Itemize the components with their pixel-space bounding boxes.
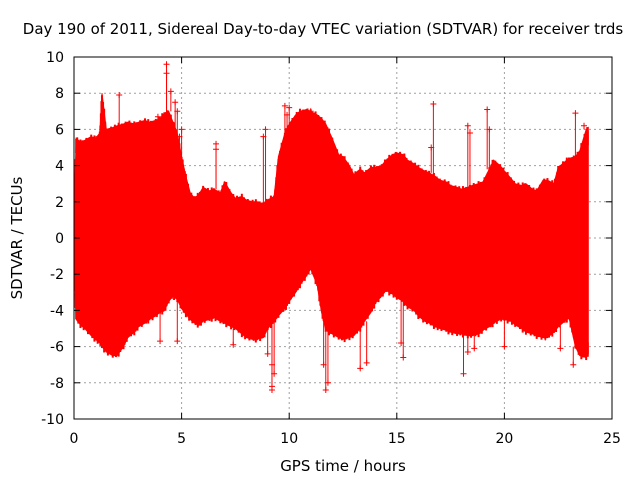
outlier-point bbox=[324, 379, 331, 386]
x-tick-label: 10 bbox=[280, 431, 298, 447]
outlier-point bbox=[484, 106, 491, 113]
y-tick-label: -10 bbox=[41, 412, 64, 428]
axis-ticks bbox=[73, 56, 613, 420]
outlier-point bbox=[322, 387, 329, 394]
outlier-point bbox=[213, 146, 220, 153]
y-tick-label: 0 bbox=[55, 231, 64, 247]
outlier-point bbox=[363, 359, 370, 366]
outlier-point bbox=[116, 92, 123, 99]
x-tick-label: 25 bbox=[603, 431, 621, 447]
outlier-point bbox=[471, 345, 478, 352]
outlier-point bbox=[501, 343, 508, 350]
outlier-point bbox=[542, 334, 549, 341]
outlier-point bbox=[281, 102, 288, 109]
y-tick-label: 10 bbox=[46, 50, 64, 66]
plot-area bbox=[74, 61, 589, 394]
outlier-point bbox=[167, 88, 174, 95]
y-tick-label: -8 bbox=[50, 376, 64, 392]
outlier-point bbox=[557, 345, 564, 352]
outlier-point bbox=[268, 387, 275, 394]
y-tick-label: 4 bbox=[55, 159, 64, 175]
outlier-point bbox=[320, 361, 327, 368]
outlier-point bbox=[581, 122, 588, 129]
x-tick-label: 15 bbox=[388, 431, 406, 447]
outlier-point bbox=[230, 341, 237, 348]
y-tick-label: 8 bbox=[55, 86, 64, 102]
y-tick-label: 6 bbox=[55, 122, 64, 138]
outlier-point bbox=[154, 113, 161, 120]
x-tick-label: 20 bbox=[495, 431, 513, 447]
outlier-point bbox=[357, 365, 364, 372]
outlier-point bbox=[172, 99, 179, 106]
y-tick-label: -6 bbox=[50, 340, 64, 356]
outlier-point bbox=[464, 349, 471, 356]
outlier-point bbox=[260, 133, 267, 140]
outlier-point bbox=[176, 133, 183, 140]
data-marks bbox=[74, 61, 589, 394]
x-tick-labels: 0 5 10 15 20 25 bbox=[70, 431, 621, 447]
outlier-point bbox=[486, 126, 493, 133]
outlier-point bbox=[262, 126, 269, 133]
outlier-point bbox=[572, 110, 579, 117]
outlier-point bbox=[466, 130, 473, 137]
outlier-point bbox=[428, 144, 435, 151]
outlier-point bbox=[430, 101, 437, 108]
x-tick-label: 5 bbox=[177, 431, 186, 447]
outlier-point bbox=[398, 339, 405, 346]
outlier-point bbox=[157, 338, 164, 345]
outlier-point bbox=[307, 108, 314, 115]
y-axis-label: SDTVAR / TECUs bbox=[8, 176, 26, 299]
y-tick-label: -2 bbox=[50, 267, 64, 283]
outlier-point bbox=[163, 70, 170, 77]
outlier-point bbox=[271, 370, 278, 377]
outlier-point bbox=[163, 61, 170, 68]
x-tick-label: 0 bbox=[70, 431, 79, 447]
outlier-point bbox=[400, 354, 407, 361]
y-tick-labels: -10 -8 -6 -4 -2 0 2 4 6 8 10 bbox=[41, 50, 64, 428]
y-tick-label: 2 bbox=[55, 195, 64, 211]
outlier-point bbox=[460, 370, 467, 377]
y-tick-label: -4 bbox=[50, 303, 64, 319]
outlier-point bbox=[570, 361, 577, 368]
outlier-point bbox=[464, 122, 471, 129]
chart-title: Day 190 of 2011, Sidereal Day-to-day VTE… bbox=[23, 20, 624, 38]
outlier-point bbox=[286, 104, 293, 111]
outlier-point bbox=[174, 338, 181, 345]
outlier-point bbox=[178, 126, 185, 133]
outlier-point bbox=[443, 320, 450, 327]
x-axis-label: GPS time / hours bbox=[280, 457, 406, 475]
outlier-point bbox=[268, 361, 275, 368]
outlier-point bbox=[284, 111, 291, 118]
outlier-point bbox=[174, 108, 181, 115]
outlier-point bbox=[264, 350, 271, 357]
outlier-point bbox=[213, 140, 220, 147]
